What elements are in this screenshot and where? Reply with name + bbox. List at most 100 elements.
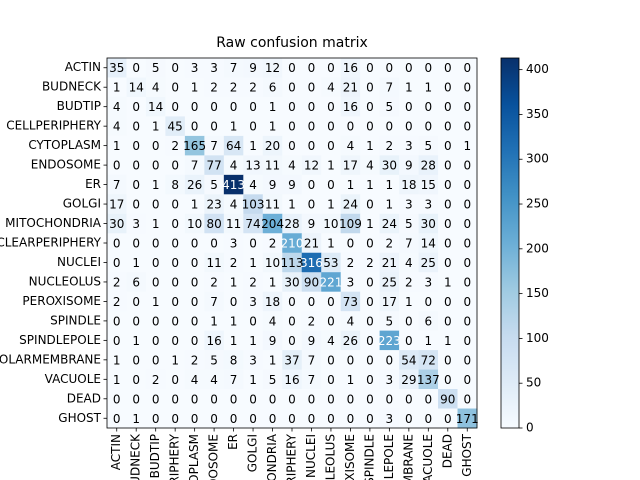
heatmap-cell (204, 233, 225, 254)
heatmap-cell (184, 233, 205, 254)
heatmap-cell (145, 174, 166, 195)
cell-value: 6 (424, 314, 432, 328)
heatmap-cell (438, 58, 458, 78)
cell-value: 4 (230, 198, 238, 212)
cell-value: 0 (463, 295, 471, 309)
cell-value: 1 (386, 198, 394, 212)
heatmap-cell (301, 252, 322, 273)
heatmap-cell (223, 311, 244, 331)
heatmap-cell (301, 272, 322, 292)
cell-value: 77 (206, 159, 221, 173)
heatmap-cell (457, 233, 478, 254)
cell-value: 4 (210, 373, 218, 387)
heatmap-cell (418, 233, 439, 254)
heatmap-cell (262, 174, 283, 195)
cell-value: 6 (132, 275, 140, 289)
cell-value: 0 (132, 178, 140, 192)
cell-value: 0 (347, 353, 355, 367)
heatmap-cell (379, 174, 400, 195)
heatmap-cell (145, 194, 166, 215)
heatmap-cell (340, 233, 361, 254)
heatmap-cell (223, 155, 244, 176)
cell-value: 10 (187, 217, 202, 231)
cell-value: 0 (405, 334, 413, 348)
cell-value: 4 (152, 81, 160, 95)
cell-value: 9 (308, 217, 316, 231)
heatmap-cell (145, 389, 166, 409)
heatmap-cell (360, 369, 380, 390)
heatmap-cell (204, 311, 225, 331)
heatmap-cell (321, 194, 341, 215)
cell-value: 54 (401, 353, 416, 367)
heatmap-cell (126, 213, 147, 234)
heatmap-cell (340, 58, 361, 78)
cell-value: 0 (366, 392, 374, 406)
cell-value: 0 (210, 237, 218, 251)
cell-value: 1 (327, 198, 335, 212)
cell-value: 0 (444, 100, 452, 114)
heatmap-cell (204, 389, 225, 409)
cell-value: 0 (424, 100, 432, 114)
heatmap-cell (360, 77, 380, 98)
y-tick-label: SPINDLE (50, 313, 101, 327)
cell-value: 0 (366, 334, 374, 348)
cell-value: 0 (405, 120, 413, 134)
heatmap-cell (223, 116, 244, 137)
cell-value: 0 (327, 120, 335, 134)
cell-value: 0 (249, 392, 257, 406)
y-tick-label: PEROXISOME (22, 294, 101, 308)
heatmap-cell (107, 311, 127, 331)
cell-value: 0 (366, 275, 374, 289)
heatmap-cell (145, 272, 166, 292)
cell-value: 0 (463, 314, 471, 328)
heatmap-cell (223, 96, 244, 117)
heatmap-cell (379, 116, 400, 137)
cell-value: 0 (308, 295, 316, 309)
cell-value: 0 (171, 334, 179, 348)
cell-value: 25 (421, 256, 436, 270)
heatmap-cell (418, 252, 439, 273)
cell-value: 1 (405, 295, 413, 309)
heatmap-cell (457, 369, 478, 390)
heatmap-cell (165, 272, 186, 292)
cell-value: 45 (168, 120, 183, 134)
heatmap-cell (262, 311, 283, 331)
heatmap-cell (282, 233, 303, 254)
heatmap-cell (457, 291, 478, 312)
heatmap-cell (262, 233, 283, 254)
heatmap-cell (184, 311, 205, 331)
heatmap-cell (321, 96, 341, 117)
heatmap-cell (145, 311, 166, 331)
cell-value: 0 (230, 412, 238, 426)
cell-value: 1 (249, 334, 257, 348)
heatmap-cell (243, 330, 264, 351)
cell-value: 1 (113, 139, 121, 153)
cell-value: 0 (288, 120, 296, 134)
heatmap-cell (262, 135, 283, 156)
x-tick-label: CELLPERIPHERY (168, 433, 182, 480)
heatmap-cell (165, 233, 186, 254)
heatmap-cell (457, 389, 478, 409)
heatmap-cell (126, 116, 147, 137)
cell-value: 0 (308, 392, 316, 406)
cell-value: 10 (323, 217, 338, 231)
cell-value: 0 (113, 392, 121, 406)
cell-value: 0 (463, 334, 471, 348)
cell-value: 24 (343, 198, 358, 212)
heatmap-cell (223, 291, 244, 312)
heatmap-cell (126, 135, 147, 156)
cell-value: 0 (171, 256, 179, 270)
heatmap-cell (399, 389, 419, 409)
heatmap-cell (438, 174, 458, 195)
heatmap-cell (145, 369, 166, 390)
x-tick-label: VACUOLARMEMBRANE (401, 434, 415, 480)
heatmap-cell (282, 252, 303, 273)
cell-value: 0 (444, 256, 452, 270)
cell-value: 16 (343, 100, 358, 114)
heatmap-cell (184, 155, 205, 176)
cell-value: 9 (269, 334, 277, 348)
x-tick-label: DEAD (440, 434, 454, 468)
cell-value: 1 (366, 217, 374, 231)
heatmap-cell (184, 194, 205, 215)
cell-value: 37 (284, 353, 299, 367)
